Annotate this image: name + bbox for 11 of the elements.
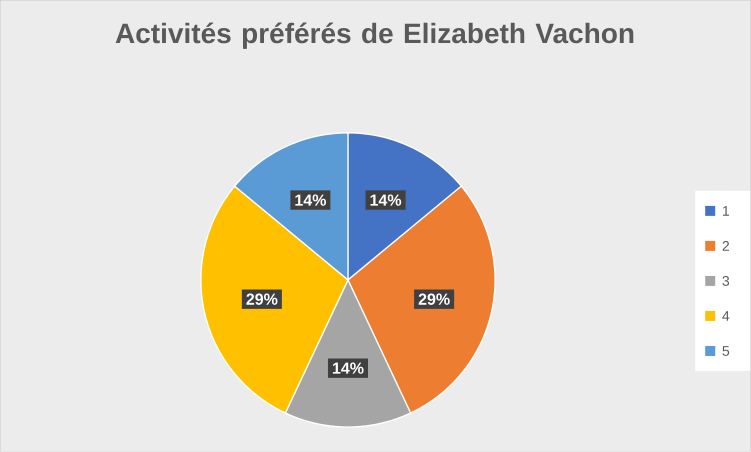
legend-label: 2 — [722, 241, 729, 251]
data-label: 14% — [295, 194, 326, 206]
legend-label: 3 — [722, 276, 730, 286]
legend-label: 5 — [722, 346, 730, 356]
data-label: 29% — [418, 294, 450, 305]
data-label: 29% — [246, 294, 278, 305]
legend-label: 1 — [722, 206, 730, 216]
data-label: 14% — [332, 362, 364, 374]
legend-label: 4 — [722, 311, 730, 321]
data-label: 14% — [370, 194, 402, 206]
chart-title: Activités préférés de Elizabeth Vachon — [116, 22, 634, 49]
